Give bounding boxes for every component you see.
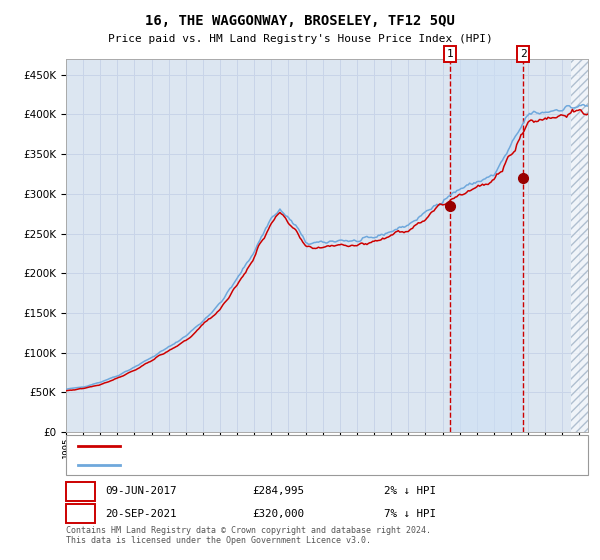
Text: 20-SEP-2021: 20-SEP-2021 xyxy=(105,509,176,519)
Text: £284,995: £284,995 xyxy=(252,487,304,497)
Text: 1: 1 xyxy=(77,487,84,497)
Text: 1: 1 xyxy=(446,49,454,59)
Bar xyxy=(450,59,523,432)
Text: 16, THE WAGGONWAY, BROSELEY, TF12 5QU (detached house): 16, THE WAGGONWAY, BROSELEY, TF12 5QU (d… xyxy=(126,441,450,451)
Text: Price paid vs. HM Land Registry's House Price Index (HPI): Price paid vs. HM Land Registry's House … xyxy=(107,34,493,44)
Text: 09-JUN-2017: 09-JUN-2017 xyxy=(105,487,176,497)
Text: Contains HM Land Registry data © Crown copyright and database right 2024.
This d: Contains HM Land Registry data © Crown c… xyxy=(66,526,431,545)
Text: 7% ↓ HPI: 7% ↓ HPI xyxy=(384,509,436,519)
Text: 16, THE WAGGONWAY, BROSELEY, TF12 5QU: 16, THE WAGGONWAY, BROSELEY, TF12 5QU xyxy=(145,14,455,28)
Text: HPI: Average price, detached house, Shropshire: HPI: Average price, detached house, Shro… xyxy=(126,460,402,470)
Text: 2: 2 xyxy=(520,49,527,59)
Bar xyxy=(571,59,596,432)
Text: 2: 2 xyxy=(77,509,84,519)
Text: £320,000: £320,000 xyxy=(252,509,304,519)
Bar xyxy=(571,59,596,432)
Text: 2% ↓ HPI: 2% ↓ HPI xyxy=(384,487,436,497)
